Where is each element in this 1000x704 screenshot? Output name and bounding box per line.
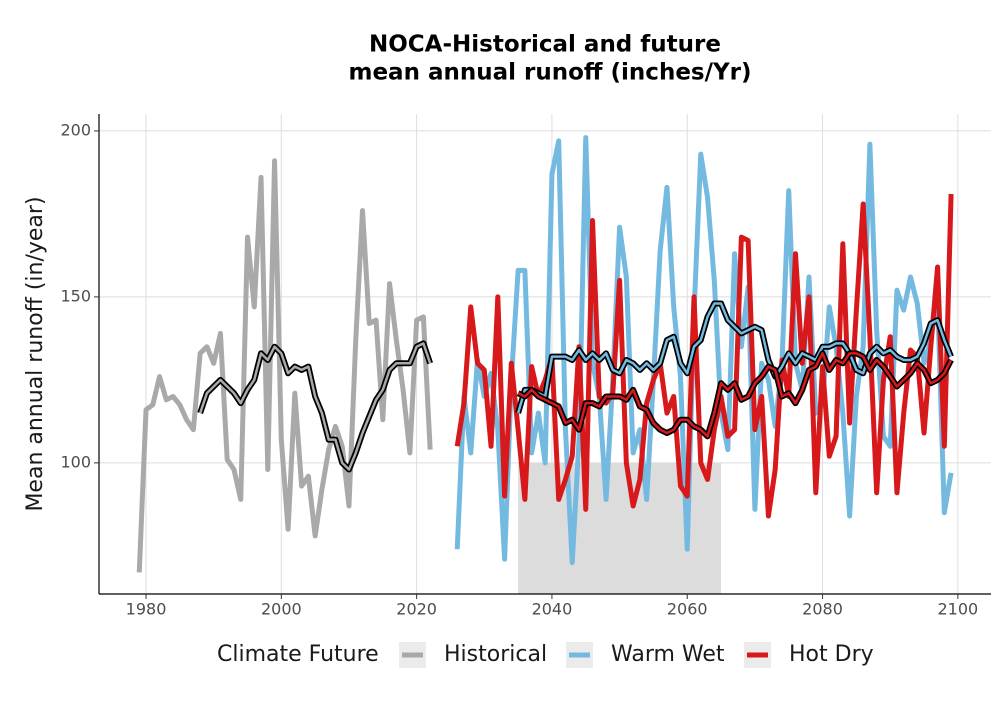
series-line bbox=[136, 158, 433, 573]
legend-title: Climate Future bbox=[217, 642, 379, 667]
smoothed-line bbox=[517, 352, 953, 438]
y-tick-label: 100 bbox=[60, 452, 91, 471]
legend-label: Hot Dry bbox=[789, 642, 874, 667]
x-tick-label: 2060 bbox=[667, 600, 708, 619]
chart-title: mean annual runoff (inches/Yr) bbox=[348, 60, 751, 86]
y-tick-label: 200 bbox=[60, 120, 91, 139]
x-tick-label: 1980 bbox=[126, 600, 167, 619]
legend-label: Warm Wet bbox=[611, 642, 725, 667]
x-tick-label: 2100 bbox=[937, 600, 978, 619]
series-line bbox=[454, 135, 954, 565]
x-tick-label: 2040 bbox=[532, 600, 573, 619]
y-tick-label: 150 bbox=[60, 286, 91, 305]
y-axis-label: Mean annual runoff (in/year) bbox=[23, 196, 48, 511]
smoothed-line bbox=[198, 342, 432, 471]
chart-title: NOCA-Historical and future bbox=[369, 32, 721, 58]
x-tick-label: 2000 bbox=[261, 600, 302, 619]
x-tick-label: 2080 bbox=[802, 600, 843, 619]
smoothed-line bbox=[516, 302, 953, 414]
x-tick-label: 2020 bbox=[396, 600, 437, 619]
legend-label: Historical bbox=[444, 642, 547, 667]
